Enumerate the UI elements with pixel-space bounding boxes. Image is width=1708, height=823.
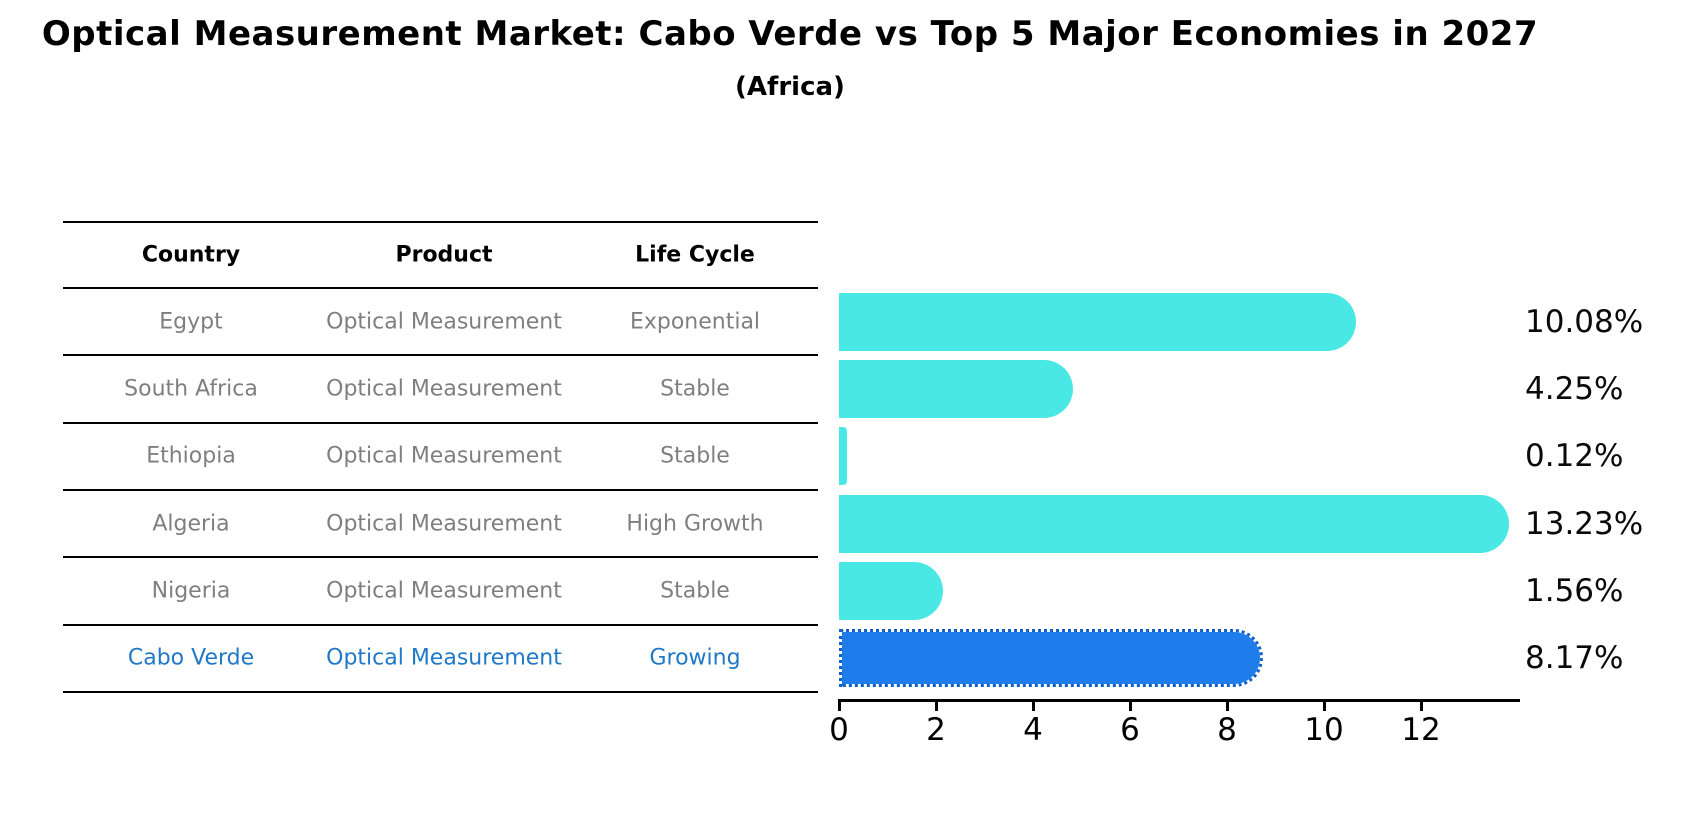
x-tick-label-0: 0 [829,712,849,748]
x-tick-mark-10 [1323,701,1326,711]
table-rule [63,556,818,559]
cell-life_cycle-nigeria: Stable [660,578,730,604]
table-rule [63,488,818,491]
value-label-egypt: 10.08% [1525,303,1644,340]
value-label-south-africa: 4.25% [1525,370,1624,407]
table-rule [63,287,818,289]
cell-product-nigeria: Optical Measurement [326,578,562,604]
cell-product-cabo-verde: Optical Measurement [326,645,562,671]
cell-country-nigeria: Nigeria [151,578,231,604]
x-tick-mark-4 [1032,701,1035,711]
x-tick-label-12: 12 [1401,712,1441,748]
cell-product-egypt: Optical Measurement [326,309,562,335]
chart-subtitle: (Africa) [735,72,845,102]
cell-country-ethiopia: Ethiopia [146,443,236,469]
x-tick-label-8: 8 [1217,712,1237,748]
value-label-ethiopia: 0.12% [1525,438,1624,475]
value-label-algeria: 13.23% [1525,505,1644,542]
table-rule [63,623,818,626]
cell-country-south-africa: South Africa [124,376,258,402]
column-header-country: Country [141,242,241,268]
bar-nigeria [839,561,943,620]
table-rule [63,690,818,693]
x-tick-mark-8 [1226,701,1229,711]
cell-life_cycle-ethiopia: Stable [660,443,730,469]
bar-egypt [839,292,1356,351]
chart-title: Optical Measurement Market: Cabo Verde v… [41,14,1539,54]
cell-product-south-africa: Optical Measurement [326,376,562,402]
x-tick-mark-2 [935,701,938,711]
x-tick-mark-0 [838,701,841,711]
bar-south-africa [839,359,1074,418]
x-axis-line [838,699,1520,702]
table-rule [63,421,818,424]
x-tick-label-6: 6 [1120,712,1140,748]
table-rule [63,354,818,357]
x-tick-label-10: 10 [1304,712,1344,748]
column-header-life-cycle: Life Cycle [635,242,755,268]
column-header-product: Product [395,242,493,268]
x-tick-mark-12 [1420,701,1423,711]
x-tick-label-2: 2 [926,712,946,748]
cell-life_cycle-egypt: Exponential [629,309,761,335]
value-label-cabo-verde: 8.17% [1525,640,1624,677]
cell-life_cycle-cabo-verde: Growing [649,645,741,671]
cell-life_cycle-algeria: High Growth [626,511,764,536]
cell-product-algeria: Optical Measurement [326,511,562,536]
cell-country-egypt: Egypt [159,309,223,335]
bar-ethiopia [839,427,847,486]
cell-life_cycle-south-africa: Stable [660,376,730,402]
x-tick-mark-6 [1129,701,1132,711]
cell-country-algeria: Algeria [152,511,230,536]
value-label-nigeria: 1.56% [1525,572,1624,609]
table-rule [63,221,818,223]
cell-country-cabo-verde: Cabo Verde [127,645,255,671]
bar-algeria [839,494,1509,553]
bar-cabo-verde [839,629,1264,688]
cell-product-ethiopia: Optical Measurement [326,443,562,469]
x-tick-label-4: 4 [1023,712,1043,748]
